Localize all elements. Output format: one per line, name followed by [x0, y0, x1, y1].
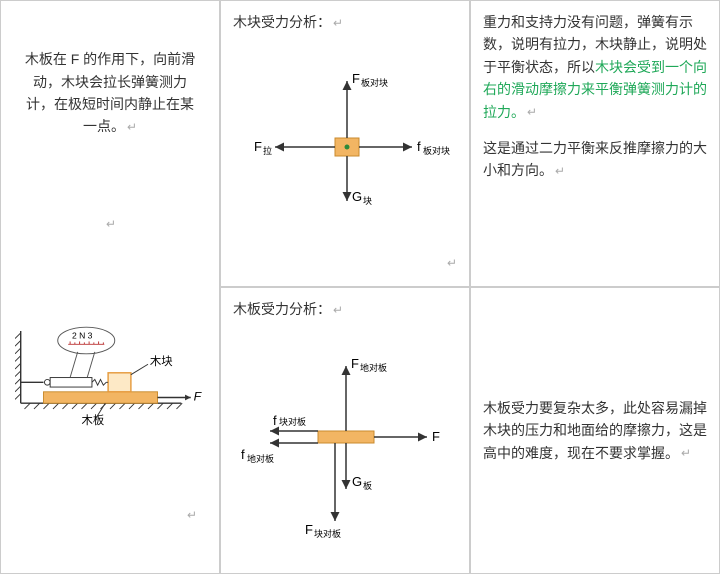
- return-corner: ↵: [185, 503, 207, 525]
- block-explanation-panel: 重力和支持力没有问题，弹簧有示数，说明有拉力，木块静止，说明处于平衡状态，所以木…: [470, 0, 720, 287]
- left-panel: 木板在 F 的作用下，向前滑动，木块会拉长弹簧测力计，在极短时间内静止在某一点。…: [0, 0, 220, 574]
- block-analysis-title-row: 木块受力分析：↵: [233, 11, 457, 33]
- force-right-label: F: [432, 429, 440, 444]
- force-down2-label: F: [305, 522, 313, 537]
- force-left-upper-label: f: [273, 413, 277, 428]
- spring-scale: [21, 378, 108, 388]
- force-left-label: F: [254, 139, 262, 154]
- force-down-label: G: [352, 474, 362, 489]
- center-dot: [345, 145, 350, 150]
- force-up-label: F: [352, 71, 360, 86]
- left-description: 木板在 F 的作用下，向前滑动，木块会拉长弹簧测力计，在极短时间内静止在某一点。…: [13, 48, 207, 138]
- force-left-sub: 拉: [263, 145, 272, 156]
- force-up-label: F: [351, 356, 359, 371]
- plank-shape: [44, 392, 158, 403]
- return-corner: ↵: [233, 251, 457, 273]
- block-explanation-p2: 这是通过二力平衡来反推摩擦力的大小和方向。↵: [483, 137, 707, 182]
- force-left-lower-label: f: [241, 447, 245, 462]
- return-icon: ↵: [187, 508, 197, 522]
- layout-grid: 木板在 F 的作用下，向前滑动，木块会拉长弹簧测力计，在极短时间内静止在某一点。…: [0, 0, 720, 574]
- return-icon: ↵: [106, 217, 116, 231]
- force-label: F: [194, 389, 203, 403]
- plank-label: 木板: [82, 413, 105, 427]
- scale-callout: 2 N 3: [58, 327, 115, 377]
- plank-analysis-title-row: 木板受力分析：↵: [233, 298, 457, 320]
- plank-analysis-title: 木板受力分析：: [233, 301, 331, 317]
- block-analysis-panel: 木块受力分析：↵ F 板对块 G 块: [220, 0, 470, 287]
- return-spacer: ↵: [104, 212, 116, 234]
- plank-explanation-panel: 木板受力要复杂太多，此处容易漏掉木块的压力和地面给的摩擦力，这是高中的难度，现在…: [470, 287, 720, 574]
- block-exp-text-2: 这是通过二力平衡来反推摩擦力的大小和方向。: [483, 140, 707, 178]
- plank-force-diagram-wrap: F 地对板 F f 块对板 f 地对板 G 板 F 块对板: [233, 328, 457, 548]
- return-icon: ↵: [333, 16, 343, 30]
- return-icon: ↵: [681, 446, 691, 460]
- force-arrow: F: [158, 389, 203, 403]
- force-down-sub: 板: [363, 480, 372, 491]
- block-force-diagram-wrap: F 板对块 G 块 F 拉 f 板对块: [233, 41, 457, 251]
- experiment-diagram: 木板 木块 2 N 3: [15, 309, 205, 429]
- force-up-sub: 地对板: [360, 362, 387, 373]
- return-icon: ↵: [333, 303, 343, 317]
- return-icon: ↵: [555, 164, 565, 178]
- force-up-sub: 板对块: [361, 77, 388, 88]
- block-force-diagram: F 板对块 G 块 F 拉 f 板对块: [240, 51, 450, 241]
- center-plank: [318, 431, 374, 443]
- force-right-sub: 板对块: [423, 145, 450, 156]
- return-icon: ↵: [447, 256, 457, 270]
- block-analysis-title: 木块受力分析：: [233, 14, 331, 30]
- return-icon: ↵: [527, 105, 537, 119]
- block-explanation-p1: 重力和支持力没有问题，弹簧有示数，说明有拉力，木块静止，说明处于平衡状态，所以木…: [483, 11, 707, 123]
- left-text-content: 木板在 F 的作用下，向前滑动，木块会拉长弹簧测力计，在极短时间内静止在某一点。: [25, 51, 195, 134]
- block-label: 木块: [150, 355, 173, 368]
- plank-force-diagram: F 地对板 F f 块对板 f 地对板 G 板 F 块对板: [235, 331, 455, 546]
- force-right-label: f: [417, 139, 421, 154]
- return-icon: ↵: [127, 120, 137, 134]
- scale-reading: 2 N 3: [72, 331, 93, 341]
- force-left-lower-sub: 地对板: [247, 453, 274, 464]
- force-left-upper-sub: 块对板: [279, 416, 306, 427]
- block-shape: [108, 373, 131, 392]
- force-down-sub: 块: [363, 195, 372, 206]
- force-down-label: G: [352, 189, 362, 204]
- plank-analysis-panel: 木板受力分析：↵ F 地对板 F f: [220, 287, 470, 574]
- plank-explanation-text: 木板受力要复杂太多，此处容易漏掉木块的压力和地面给的摩擦力，这是高中的难度，现在…: [483, 397, 707, 464]
- plank-exp-content: 木板受力要复杂太多，此处容易漏掉木块的压力和地面给的摩擦力，这是高中的难度，现在…: [483, 400, 707, 461]
- force-down2-sub: 块对板: [314, 528, 341, 539]
